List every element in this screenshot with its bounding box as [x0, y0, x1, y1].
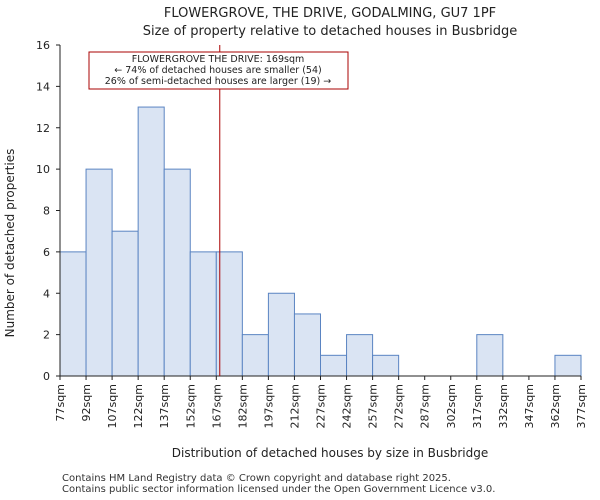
bars-group [59, 106, 582, 377]
bar-137sqm [163, 168, 191, 377]
bar-212sqm [293, 313, 322, 377]
bar-152sqm [189, 251, 217, 377]
x-tick-label: 362sqm [549, 384, 562, 428]
bar-227sqm [320, 354, 348, 377]
chart-subtitle: Size of property relative to detached ho… [143, 24, 517, 39]
bar-197sqm [267, 292, 295, 377]
x-tick-label: 137sqm [158, 384, 171, 428]
annotation-line-3: 26% of semi-detached houses are larger (… [105, 76, 332, 87]
annotation-line-1: FLOWERGROVE THE DRIVE: 169sqm [132, 54, 304, 65]
bar-77sqm [59, 251, 87, 377]
x-axis-ticks: 77sqm 92sqm 107sqm 122sqm 137sqm 152sqm 167sqm… [54, 376, 588, 428]
bar-317sqm [476, 334, 504, 377]
bar-242sqm [346, 334, 374, 377]
chart-title: FLOWERGROVE, THE DRIVE, GODALMING, GU7 1… [164, 6, 496, 21]
y-tick-label: 2 [43, 329, 50, 342]
x-axis-label: Distribution of detached houses by size … [172, 446, 489, 460]
x-tick-label: 377sqm [575, 384, 588, 428]
bar-122sqm [137, 106, 165, 377]
footer-line-2: Contains public sector information licen… [62, 484, 496, 495]
y-tick-label: 10 [36, 163, 50, 176]
bar-257sqm [372, 354, 400, 377]
x-tick-label: 257sqm [367, 384, 380, 428]
y-axis-label: Number of detached properties [3, 149, 17, 338]
bar-182sqm [241, 334, 269, 377]
x-tick-label: 242sqm [341, 384, 354, 428]
y-tick-label: 12 [36, 122, 50, 135]
bar-362sqm [554, 354, 582, 377]
y-tick-label: 14 [36, 80, 50, 93]
annotation-line-2: ← 74% of detached houses are smaller (54… [114, 65, 321, 76]
x-tick-label: 272sqm [393, 384, 406, 428]
y-tick-label: 16 [36, 39, 50, 52]
x-tick-label: 347sqm [523, 384, 536, 428]
x-tick-label: 302sqm [445, 384, 458, 428]
x-tick-label: 287sqm [419, 384, 432, 428]
x-tick-label: 92sqm [80, 384, 93, 421]
x-tick-label: 212sqm [288, 384, 301, 428]
y-tick-label: 4 [43, 287, 50, 300]
x-tick-label: 77sqm [54, 384, 67, 421]
x-tick-label: 182sqm [236, 384, 249, 428]
x-tick-label: 122sqm [132, 384, 145, 428]
y-axis-ticks: 0 2 4 6 8 10 12 14 16 [36, 39, 60, 383]
y-tick-label: 8 [43, 205, 50, 218]
x-tick-label: 107sqm [106, 384, 119, 428]
bar-167sqm [215, 251, 243, 377]
footer-line-1: Contains HM Land Registry data © Crown c… [62, 473, 451, 484]
x-tick-label: 197sqm [262, 384, 275, 428]
x-tick-label: 317sqm [471, 384, 484, 428]
bar-92sqm [85, 168, 113, 377]
y-tick-label: 6 [43, 246, 50, 259]
annotation-box [88, 51, 349, 90]
x-tick-label: 332sqm [497, 384, 510, 428]
x-tick-label: 152sqm [184, 384, 197, 428]
x-tick-label: 167sqm [210, 384, 223, 428]
bar-107sqm [111, 230, 139, 377]
x-tick-label: 227sqm [315, 384, 328, 428]
y-tick-label: 0 [43, 370, 50, 383]
